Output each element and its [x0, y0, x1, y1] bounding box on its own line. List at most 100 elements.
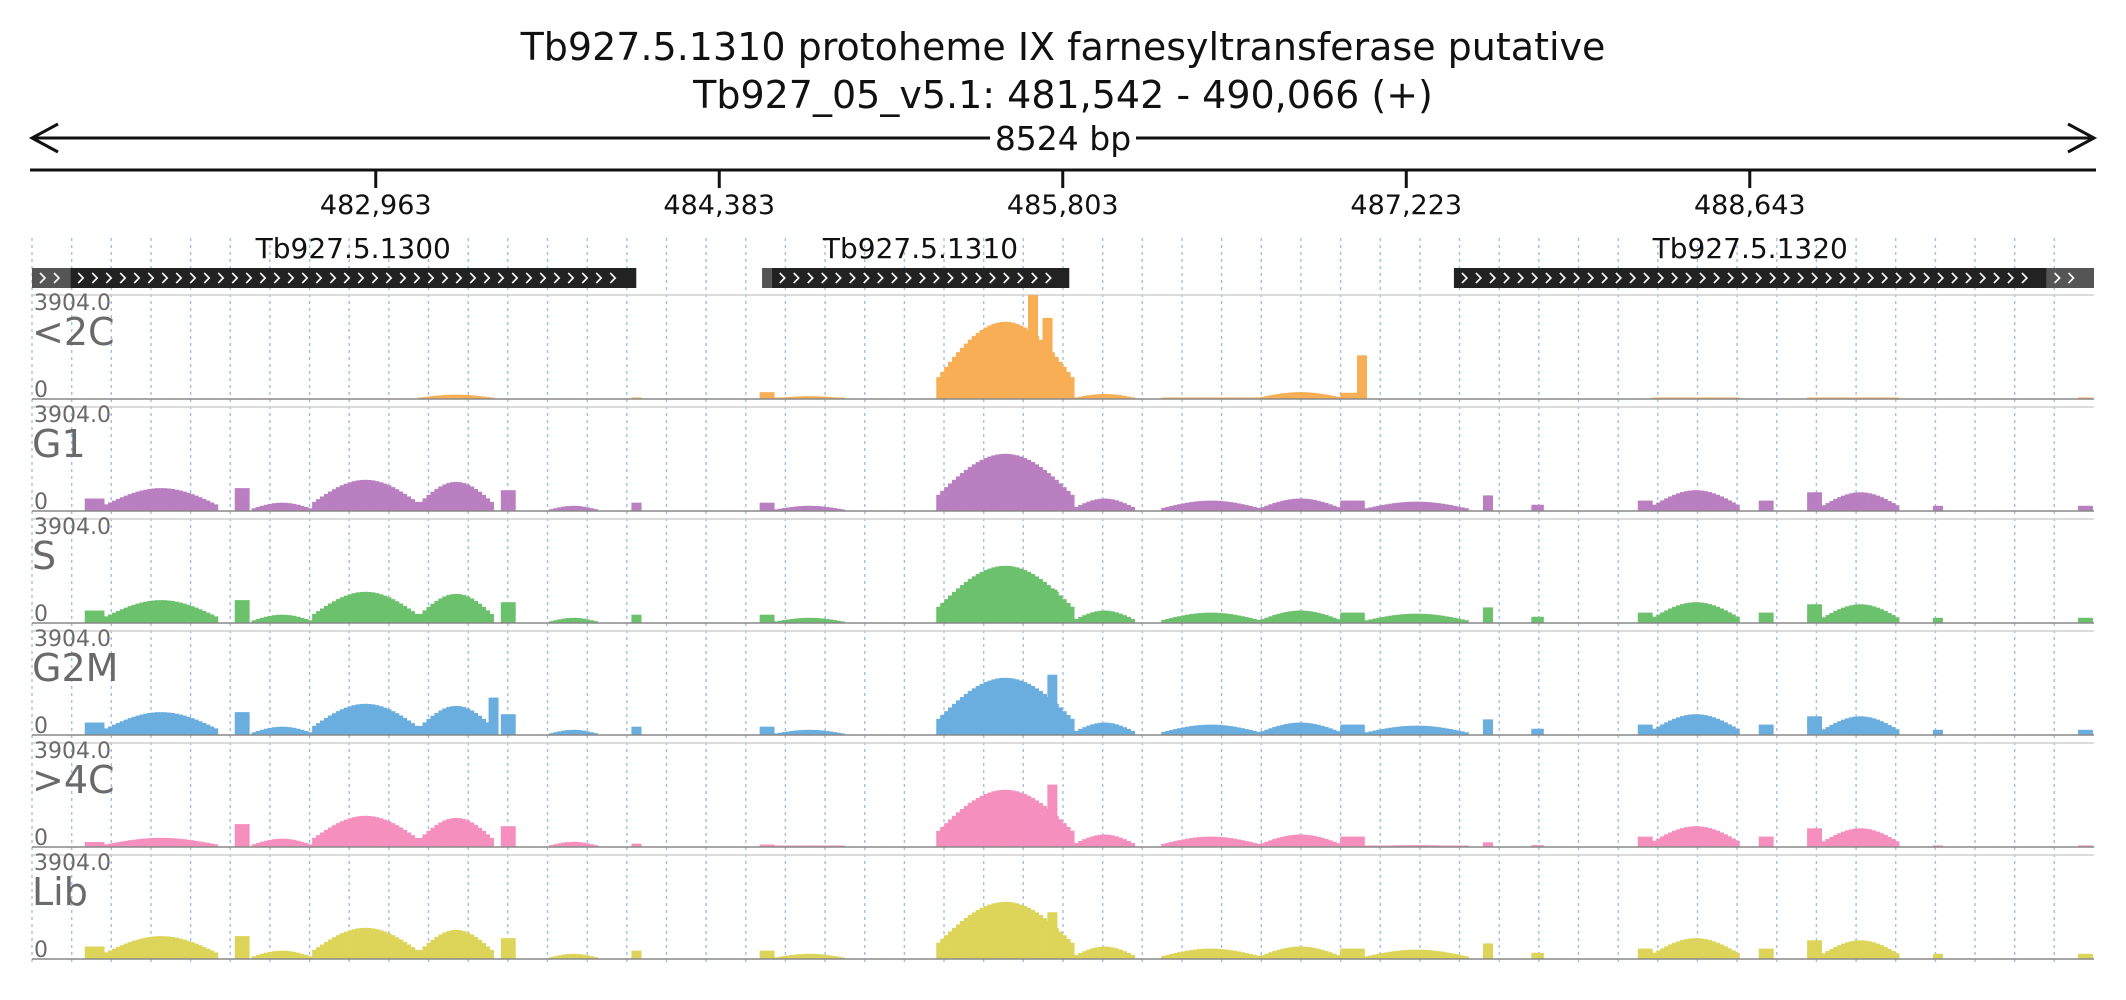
coverage-bar [1814, 716, 1819, 735]
coverage-bar [394, 489, 400, 511]
coverage-peak [1042, 317, 1053, 399]
coverage-bar [1428, 950, 1433, 959]
gene-feature[interactable]: Tb927.5.1310 [771, 232, 1070, 288]
gene-body[interactable] [762, 268, 772, 288]
coverage-bar [1102, 722, 1107, 735]
gene-feature[interactable] [2046, 268, 2094, 288]
coverage-bar [1272, 838, 1277, 847]
coverage-bar [1268, 952, 1273, 959]
coverage-bar [1224, 837, 1230, 847]
coverage-bar [410, 611, 416, 623]
coverage-bar [426, 606, 431, 623]
coverage-bar [92, 610, 97, 623]
coverage-bar [1248, 729, 1253, 735]
coverage-bar [111, 948, 117, 959]
coverage-bar [390, 599, 396, 623]
coverage-bar [343, 595, 348, 623]
strand-arrow [315, 272, 323, 284]
coverage-bar [426, 494, 431, 511]
coverage-bar [1177, 728, 1182, 735]
coverage-bar [304, 618, 309, 623]
coverage-bar [355, 480, 360, 511]
coverage-bar [1531, 728, 1536, 735]
coverage-bar [1200, 836, 1206, 847]
coverage-bar [363, 815, 368, 847]
chart-title: Tb927.5.1310 protoheme IX farnesyltransf… [520, 25, 1606, 69]
coverage-bar [1173, 841, 1178, 847]
coverage-bar [573, 505, 578, 511]
gene-feature[interactable] [32, 268, 71, 288]
coverage-bar [1300, 722, 1305, 735]
coverage-bar [438, 395, 443, 399]
coverage-bar [335, 599, 341, 623]
coverage-bar [1400, 726, 1405, 735]
coverage-bar [422, 834, 427, 847]
coverage-bar [1388, 727, 1393, 735]
coverage-bar [1715, 830, 1720, 847]
coverage-bar [565, 954, 570, 959]
coverage-bar [1883, 834, 1888, 847]
coverage-bar [1268, 840, 1273, 847]
coverage-bar [1015, 903, 1020, 959]
gene-body[interactable] [2046, 268, 2094, 288]
coverage-bar [1856, 716, 1861, 735]
coverage-bar [797, 506, 802, 511]
coverage-bar [801, 396, 806, 399]
coverage-bar [1879, 833, 1884, 847]
coverage-bar [259, 841, 265, 847]
coverage-bar [1891, 727, 1896, 735]
coverage-bar [323, 829, 329, 847]
coverage-bar [1871, 494, 1877, 511]
coverage-track: 3904.00S [32, 515, 2094, 627]
coverage-bar [88, 842, 93, 847]
coverage-bar [1173, 617, 1178, 623]
coverage-bar [766, 726, 771, 735]
coverage-bar [316, 611, 321, 623]
gene-body[interactable] [70, 268, 637, 288]
coverage-bar [255, 506, 261, 511]
coverage-bar [1844, 718, 1850, 735]
coverage-bar [1196, 949, 1202, 959]
coverage-bar [1352, 948, 1357, 959]
coverage-bar [422, 498, 427, 511]
coverage-bar [944, 366, 949, 399]
coverage-bar [473, 600, 479, 623]
coverage-bar [1212, 948, 1218, 959]
coverage-bar [1212, 724, 1218, 735]
coverage-bar [1276, 613, 1281, 623]
coverage-bar [1130, 618, 1135, 623]
coverage-bar [331, 713, 337, 735]
coverage-bar [1110, 835, 1115, 847]
track-name: >4C [32, 758, 115, 802]
coverage-bar [88, 946, 93, 959]
coverage-bar [339, 709, 345, 735]
gene-body[interactable] [32, 268, 71, 288]
coverage-bar [1256, 619, 1261, 623]
coverage-bar [271, 615, 277, 623]
coverage-bar [1758, 500, 1763, 511]
coverage-bar [1011, 454, 1016, 511]
coverage-bar [1042, 581, 1047, 623]
coverage-bar [1400, 950, 1405, 959]
coverage-bar [1883, 946, 1888, 959]
coverage-bar [1188, 614, 1194, 623]
track-max-label: 3904.0 [34, 291, 111, 316]
coverage-bar [1252, 842, 1257, 847]
gene-feature[interactable]: Tb927.5.1320 [1453, 232, 2047, 288]
coverage-bar [1683, 603, 1689, 623]
coverage-bar [813, 396, 818, 399]
coverage-bar [1216, 500, 1222, 511]
coverage-bar [836, 508, 841, 511]
coverage-bar [1404, 725, 1409, 735]
coverage-bar [565, 618, 570, 623]
gene-feature[interactable]: Tb927.5.1300 [70, 232, 637, 288]
coverage-bar [813, 845, 818, 847]
coverage-bar [1336, 619, 1341, 623]
gene-feature[interactable] [762, 268, 772, 288]
coverage-bar [1687, 826, 1693, 847]
coverage-bar [238, 824, 243, 847]
track-max-label: 3904.0 [34, 515, 111, 540]
gene-body[interactable] [771, 268, 1070, 288]
coverage-bar [1034, 464, 1040, 511]
